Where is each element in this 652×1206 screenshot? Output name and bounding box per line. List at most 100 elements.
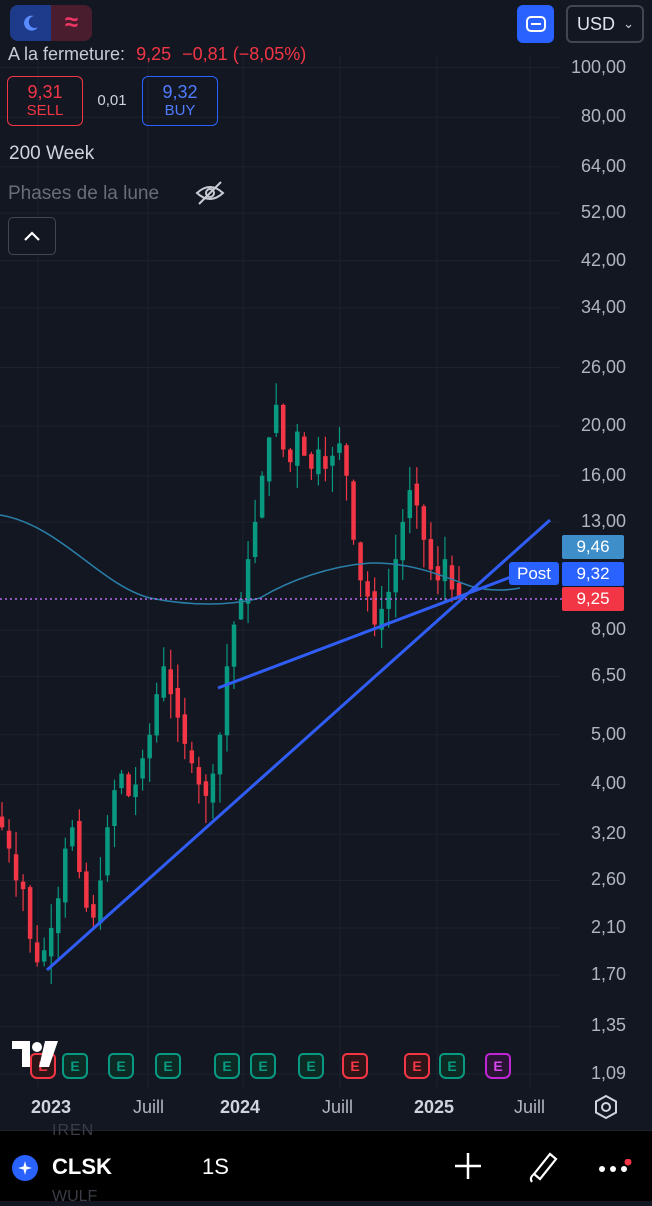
indicator-moon-phases[interactable]: Phases de la lune (8, 183, 160, 204)
candle-body (316, 449, 321, 475)
candle-body (217, 734, 223, 775)
interval-button[interactable]: 1S (202, 1154, 229, 1179)
watchlist-ghost-item: IREN (52, 1122, 95, 1139)
candle-body (337, 443, 342, 453)
candle-body (393, 559, 398, 593)
wave-icon[interactable]: ≈ (51, 5, 92, 41)
price-tick-label: 13,00 (580, 510, 626, 531)
candle-body (266, 437, 272, 482)
candle-body (55, 898, 61, 934)
trendline-short (217, 561, 549, 690)
candle-body (168, 669, 173, 695)
price-tick-label: 6,50 (590, 665, 626, 686)
earnings-badge[interactable]: E (155, 1053, 181, 1079)
candle-body (161, 666, 166, 698)
earnings-badge[interactable]: E (108, 1053, 134, 1079)
earnings-badge[interactable]: E (485, 1053, 511, 1079)
buy-button[interactable]: 9,32 BUY (142, 76, 218, 126)
layout-icon (525, 16, 546, 32)
chart-settings-icon[interactable] (593, 1094, 619, 1125)
candle-body (456, 583, 462, 598)
price-tick-label: 1,35 (590, 1015, 626, 1036)
time-label-juill-2023: Juill (133, 1097, 165, 1117)
indicator-200-week[interactable]: 200 Week (9, 143, 95, 164)
earnings-badge[interactable]: E (439, 1053, 465, 1079)
price-chart[interactable] (0, 0, 652, 1130)
price-tick-label: 64,00 (580, 155, 626, 176)
price-tick-label: 20,00 (580, 415, 626, 435)
ma-value-tag: 9,46 (562, 535, 624, 559)
earnings-badge[interactable]: E (404, 1053, 430, 1079)
candle-body (379, 608, 384, 630)
candle-body (203, 781, 209, 796)
price-tick-label: 42,00 (580, 249, 626, 270)
candle-body (105, 827, 110, 876)
candle-body (372, 591, 377, 625)
last-price-tag: 9,25 (562, 587, 624, 611)
tradingview-logo (12, 1039, 62, 1074)
price-tick-label: 34,00 (580, 296, 626, 317)
post-price-tag: 9,32 (562, 562, 624, 586)
time-label-2023: 2023 (31, 1097, 72, 1117)
candle-body (210, 773, 216, 803)
buy-label: BUY (164, 102, 196, 119)
price-tick-label: 80,00 (580, 106, 626, 127)
earnings-badge[interactable]: E (214, 1053, 240, 1079)
candle-body (175, 687, 181, 718)
candle-body (435, 566, 441, 581)
candle-body (273, 404, 279, 434)
earnings-badge[interactable]: E (342, 1053, 368, 1079)
candle-body (344, 445, 349, 476)
watchlist-ghost-item-2: WULF (52, 1188, 98, 1205)
candle-body (196, 767, 202, 785)
price-tick-label: 5,00 (590, 723, 626, 744)
candle-body (400, 521, 406, 561)
candle-body (449, 565, 455, 590)
candle-body (133, 784, 138, 798)
candle-body (414, 483, 420, 506)
candle-body (407, 490, 413, 519)
add-icon[interactable] (452, 1150, 484, 1187)
ma-200-week-line (0, 514, 521, 605)
candle-body (119, 773, 124, 789)
price-tick-label: 8,00 (590, 619, 626, 640)
time-label-juill-2024: Juill (322, 1097, 354, 1117)
candle-body (231, 624, 237, 667)
price-tick-label: 3,20 (590, 823, 626, 844)
close-change: −0,81 (182, 44, 228, 64)
drawing-tools-icon[interactable] (526, 1148, 562, 1189)
candle-body (428, 539, 434, 570)
theme-toggle[interactable]: ≈ (10, 5, 92, 41)
currency-select[interactable]: USD ⌄ (566, 5, 644, 43)
currency-label: USD (577, 13, 616, 34)
price-tick-label: 2,60 (590, 869, 626, 890)
candle-body (252, 521, 258, 558)
earnings-badge[interactable]: E (250, 1053, 276, 1079)
candle-body (358, 542, 363, 581)
earnings-badge[interactable]: E (62, 1053, 88, 1079)
more-menu-icon[interactable] (597, 1158, 633, 1184)
candle-body (386, 591, 391, 609)
sell-button[interactable]: 9,31 SELL (7, 76, 83, 126)
candle-body (238, 598, 244, 620)
chevron-up-icon (24, 231, 40, 241)
time-label-2024: 2024 (220, 1097, 261, 1117)
bottom-toolbar (0, 1130, 652, 1201)
candle-body (27, 887, 33, 939)
candle-body (288, 449, 293, 463)
buy-price: 9,32 (162, 82, 198, 102)
candle-body (63, 848, 68, 903)
symbol-button[interactable]: CLSK (52, 1154, 112, 1179)
earnings-badge[interactable]: E (298, 1053, 324, 1079)
price-tick-label: 4,00 (590, 773, 626, 794)
moon-icon[interactable] (10, 5, 51, 41)
collapse-legend-button[interactable] (8, 217, 56, 255)
symbol-logo-icon[interactable] (12, 1155, 38, 1181)
candle-body (6, 830, 12, 849)
candle-body (189, 750, 195, 764)
sell-label: SELL (26, 102, 64, 119)
candle-body (154, 694, 159, 736)
candle-body (323, 456, 328, 469)
layout-toggle-button[interactable] (517, 5, 554, 43)
eye-off-icon[interactable] (194, 180, 226, 211)
